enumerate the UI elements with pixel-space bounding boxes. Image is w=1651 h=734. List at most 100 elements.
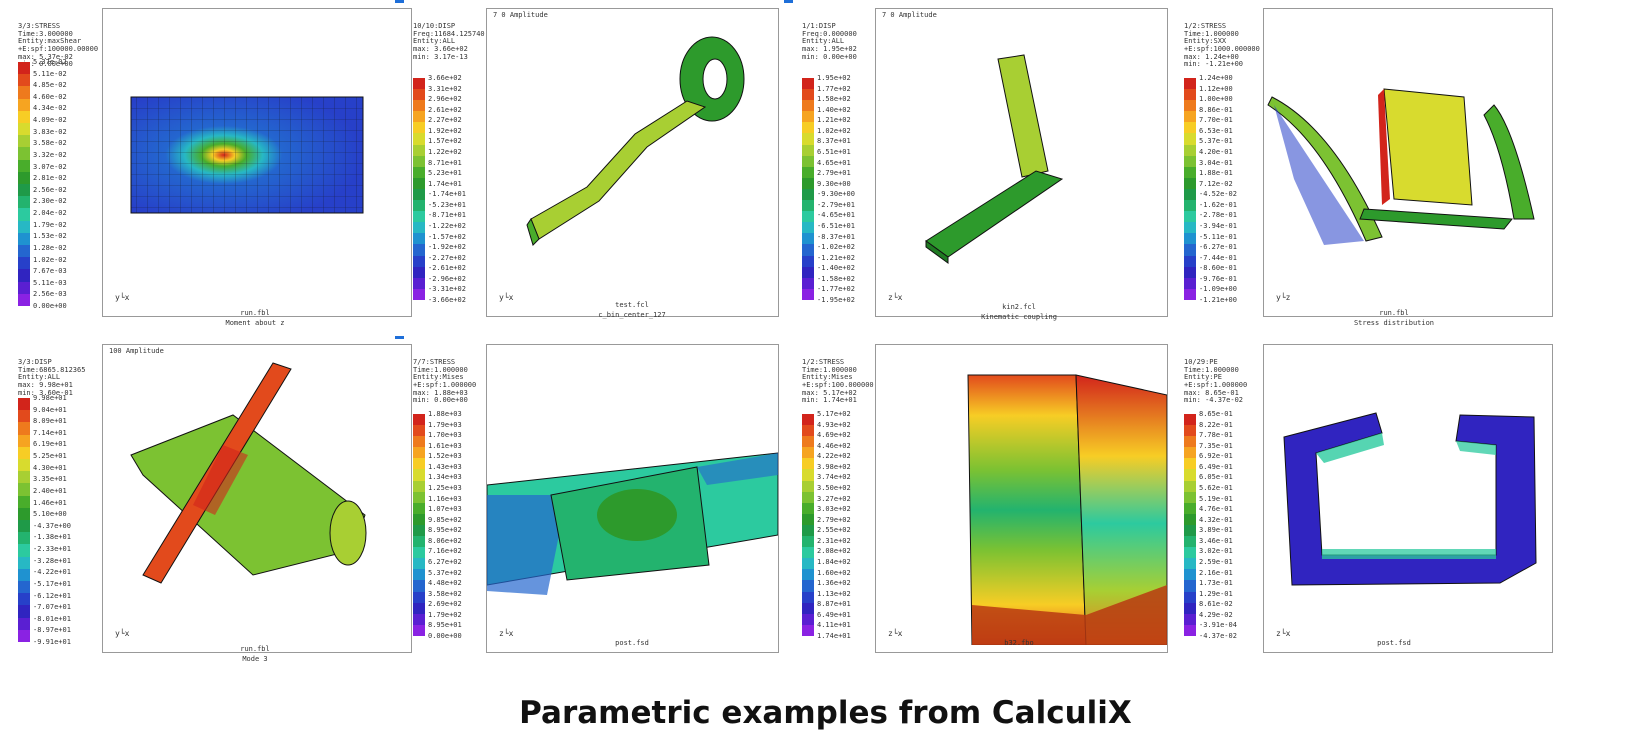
model-viewport[interactable]: y└x: [102, 8, 412, 317]
legend-tick-label: 3.50e+02: [817, 484, 851, 492]
legend-swatch: [413, 244, 425, 256]
legend-tick-label: -8.01e+01: [33, 614, 71, 623]
legend-swatch: [413, 569, 425, 581]
legend-swatch: [413, 425, 425, 437]
legend-swatch: [802, 177, 814, 189]
legend-tick-label: 2.56e-02: [33, 185, 67, 194]
viewport-caption: b32.fbo: [1004, 639, 1034, 647]
model-viewport[interactable]: y└z: [1263, 8, 1553, 317]
color-scale-legend: [413, 78, 425, 300]
model-viewport[interactable]: z└x: [875, 344, 1168, 653]
model-viewport[interactable]: 100 Amplitude y└x: [102, 344, 412, 653]
legend-tick-label: 5.37e-02: [33, 58, 67, 66]
legend-tick-label: 6.19e+01: [33, 440, 67, 449]
legend-swatch: [413, 436, 425, 448]
legend-tick-label: -1.09e+00: [1199, 285, 1237, 294]
legend-tick-label: -2.61e+02: [428, 264, 466, 273]
legend-swatch: [802, 602, 814, 614]
legend-tick-label: 1.88e-01: [1199, 169, 1233, 178]
legend-tick-label: 1.88e+03: [428, 410, 462, 418]
legend-tick-label: 2.96e+02: [428, 95, 462, 104]
legend-tick-label: 3.74e+02: [817, 473, 851, 482]
legend-tick-label: -3.31e+02: [428, 285, 466, 294]
legend-tick-label: 1.12e+00: [1199, 84, 1233, 93]
fem-channel-model: [1283, 412, 1537, 586]
legend-tick-label: -1.21e+00: [1199, 296, 1237, 304]
active-panel-marker: [784, 0, 793, 3]
axis-triad: y└x: [499, 293, 514, 302]
legend-tick-label: -5.17e+01: [33, 579, 71, 588]
legend-tick-label: 1.13e+02: [817, 589, 851, 598]
model-viewport[interactable]: 7 0 Amplitude z└x: [875, 8, 1168, 317]
legend-swatch: [802, 469, 814, 481]
legend-swatch: [802, 547, 814, 559]
legend-tick-label: 1.70e+03: [428, 431, 462, 440]
legend-swatch: [1184, 502, 1196, 514]
legend-tick-label: -1.62e-01: [1199, 200, 1237, 209]
legend-swatch: [413, 613, 425, 625]
legend-swatch: [1184, 277, 1196, 289]
legend-tick-label: 3.03e+02: [817, 505, 851, 514]
legend-tick-label: -1.95e+02: [817, 296, 855, 304]
legend-swatch: [802, 244, 814, 256]
legend-swatch: [413, 447, 425, 459]
legend-swatch: [18, 471, 30, 484]
legend-swatch: [1184, 166, 1196, 178]
legend-tick-label: 3.89e-01: [1199, 526, 1233, 535]
legend-swatch: [1184, 491, 1196, 503]
legend-tick-label: -1.57e+02: [428, 232, 466, 241]
color-scale-legend: [18, 398, 30, 643]
legend-swatch: [18, 507, 30, 521]
legend-tick-label: 1.57e+02: [428, 137, 462, 146]
legend-tick-label: 1.28e-02: [33, 243, 67, 252]
legend-swatch: [18, 232, 30, 246]
model-viewport[interactable]: z└x: [486, 344, 779, 653]
legend-tick-label: -4.37e+00: [33, 521, 71, 530]
active-panel-marker: [395, 0, 404, 3]
legend-swatch: [802, 111, 814, 123]
legend-tick-label: 4.20e-01: [1199, 148, 1233, 156]
legend-tick-label: 1.74e+01: [817, 632, 851, 640]
model-viewport[interactable]: 7 0 Amplitude y└x: [486, 8, 779, 317]
legend-swatch: [802, 122, 814, 134]
legend-swatch: [802, 558, 814, 570]
legend-tick-label: 5.10e+00: [33, 510, 67, 519]
legend-swatch: [413, 266, 425, 278]
legend-tick-label: -1.02e+02: [817, 243, 855, 252]
legend-swatch: [802, 502, 814, 514]
legend-swatch: [413, 288, 425, 300]
legend-swatch: [1184, 100, 1196, 112]
active-panel-marker: [395, 336, 404, 339]
legend-tick-label: 1.02e+02: [817, 126, 851, 135]
legend-tick-label: 7.35e-01: [1199, 441, 1233, 450]
legend-tick-label: 4.29e-02: [1199, 610, 1233, 619]
legend-tick-label: -9.76e-01: [1199, 274, 1237, 283]
legend-swatch: [1184, 447, 1196, 459]
legend-swatch: [1184, 591, 1196, 603]
model-viewport[interactable]: z└x: [1263, 344, 1553, 653]
legend-tick-label: 4.69e+02: [817, 431, 851, 440]
legend-tick-label: 1.53e-02: [33, 232, 67, 241]
legend-tick-label: -3.91e-04: [1199, 621, 1237, 630]
legend-tick-label: -4.65e+01: [817, 211, 855, 220]
legend-swatch: [802, 222, 814, 234]
legend-tick-label: -1.92e+02: [428, 243, 466, 252]
legend-tick-label: 1.79e+03: [428, 420, 462, 429]
legend-tick-label: 2.69e+02: [428, 600, 462, 609]
legend-swatch: [1184, 188, 1196, 201]
legend-swatch: [413, 155, 425, 167]
legend-swatch: [18, 171, 30, 185]
legend-swatch: [18, 269, 30, 282]
legend-swatch: [802, 144, 814, 156]
legend-tick-label: -4.52e-02: [1199, 190, 1237, 199]
legend-tick-label: -1.38e+01: [33, 533, 71, 542]
legend-swatch: [413, 233, 425, 245]
legend-tick-label: 4.34e-02: [33, 104, 67, 113]
fem-hook-model: [526, 36, 745, 246]
legend-tick-label: 7.78e-01: [1199, 431, 1233, 440]
legend-tick-label: -6.51e+01: [817, 222, 855, 230]
legend-tick-label: 2.27e+02: [428, 116, 462, 125]
fem-bracket-model: [925, 54, 1064, 264]
panel-4: 1/2:STRESS Time:1.000000 Entity:SXX +E:spf:…: [1166, 0, 1578, 335]
legend-swatch: [802, 133, 814, 145]
